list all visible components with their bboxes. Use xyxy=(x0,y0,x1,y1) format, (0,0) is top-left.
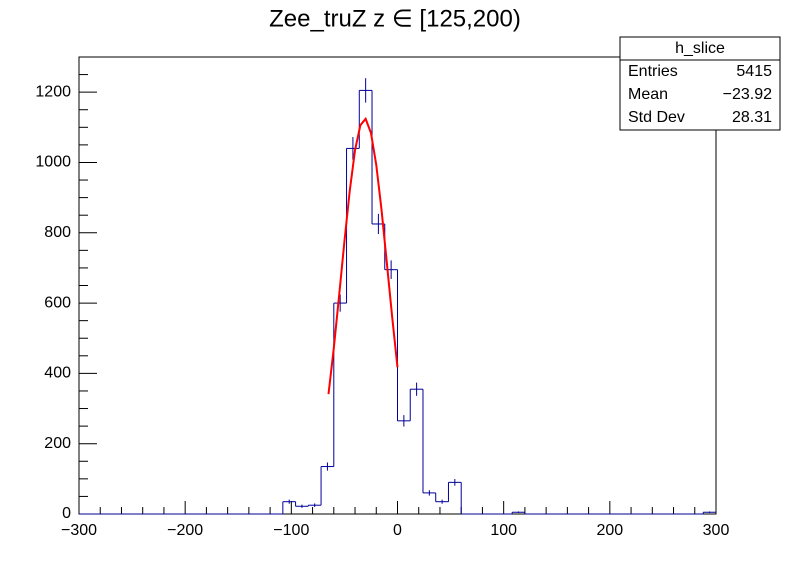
stats-value: −23.92 xyxy=(723,86,772,103)
y-tick-label: 200 xyxy=(44,435,71,452)
stats-box xyxy=(619,36,781,131)
x-tick-label: 200 xyxy=(596,522,623,539)
x-tick-label: 100 xyxy=(490,522,517,539)
x-tick-label: 0 xyxy=(393,522,402,539)
stats-value: 5415 xyxy=(736,63,772,80)
x-tick-label: 300 xyxy=(703,522,730,539)
x-tick-label: −200 xyxy=(167,522,203,539)
y-tick-label: 800 xyxy=(44,224,71,241)
stats-label: Entries xyxy=(628,63,678,80)
y-tick-label: 600 xyxy=(44,294,71,311)
fit-curve xyxy=(327,116,399,395)
chart-title: Zee_truZ z ∈ [125,200) xyxy=(269,5,521,32)
stats-title: h_slice xyxy=(675,40,725,57)
y-tick-label: 1000 xyxy=(35,154,71,171)
y-tick-label: 400 xyxy=(44,365,71,382)
x-tick-label: −100 xyxy=(273,522,309,539)
stats-label: Mean xyxy=(628,86,668,103)
y-tick-label: 0 xyxy=(62,505,71,522)
y-tick-label: 1200 xyxy=(35,83,71,100)
stats-label: Std Dev xyxy=(628,109,685,126)
x-tick-label: −300 xyxy=(61,522,97,539)
stats-value: 28.31 xyxy=(732,109,772,126)
